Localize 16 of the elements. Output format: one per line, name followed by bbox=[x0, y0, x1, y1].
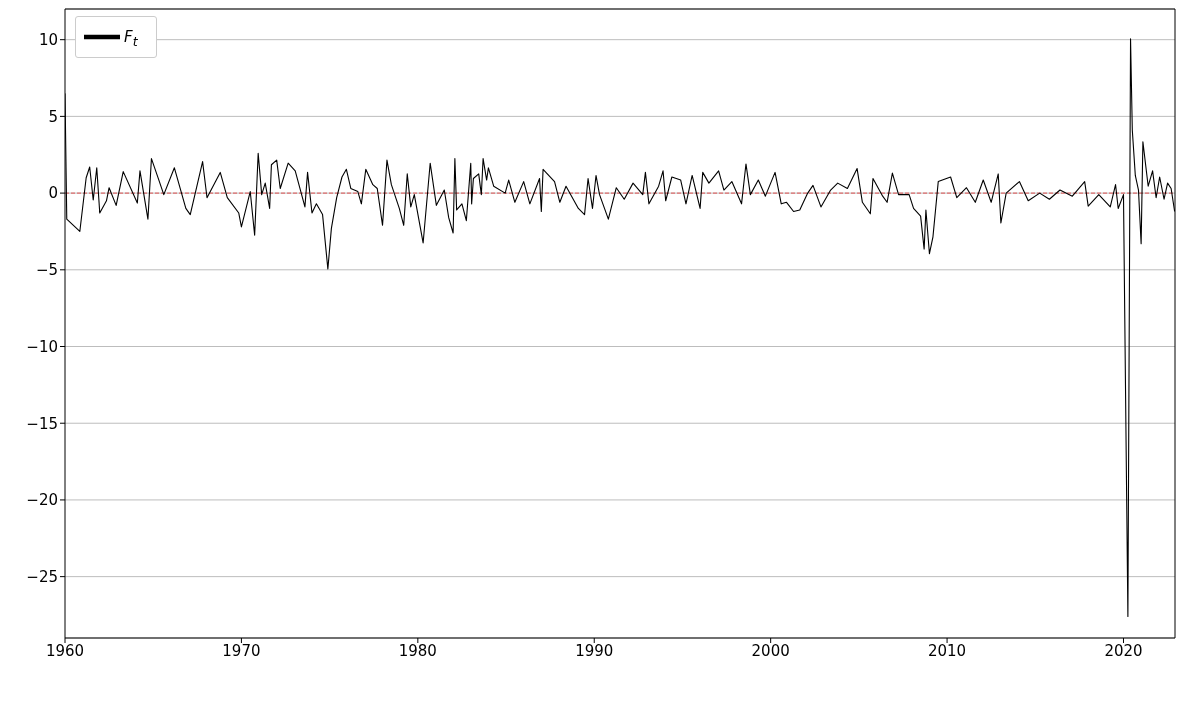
x-tick-label: 2000 bbox=[751, 641, 790, 660]
x-tick-label: 1960 bbox=[45, 641, 85, 660]
x-tick-label: 1990 bbox=[575, 641, 614, 660]
y-tick-label: 5 bbox=[48, 107, 58, 126]
y-tick-label: 0 bbox=[48, 184, 58, 203]
x-tick-label: 2020 bbox=[1104, 641, 1143, 660]
x-tick-label: 1980 bbox=[398, 641, 437, 660]
legend-label: F$_{t}$ bbox=[124, 27, 138, 49]
y-tick-label: −25 bbox=[26, 567, 58, 586]
y-tick-label: −15 bbox=[26, 414, 58, 433]
y-tick-label: −10 bbox=[26, 337, 58, 356]
y-tick-label: 10 bbox=[38, 31, 58, 50]
y-tick-label: −5 bbox=[35, 261, 58, 280]
y-tick-label: −20 bbox=[26, 491, 58, 510]
x-tick-label: 2010 bbox=[927, 641, 967, 660]
x-tick-label: 1970 bbox=[222, 641, 261, 660]
